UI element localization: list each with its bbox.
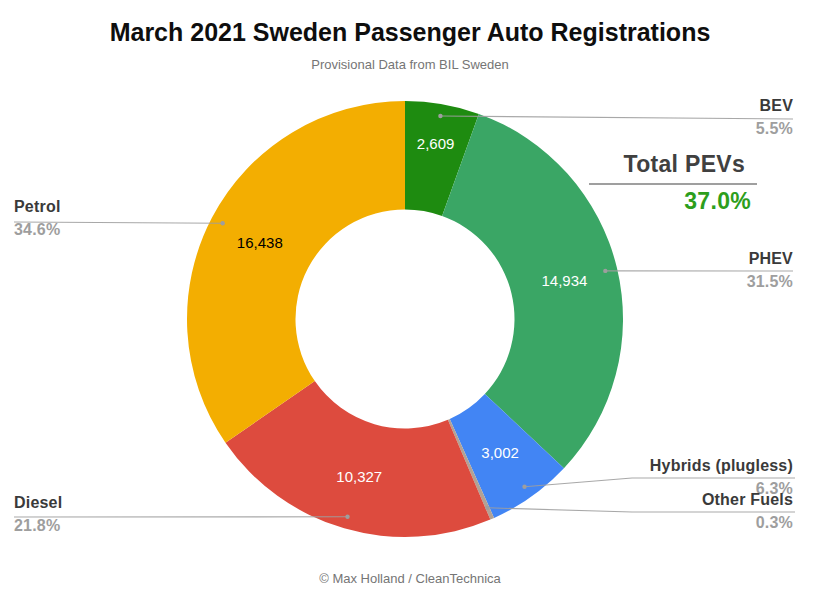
leader-dot xyxy=(603,269,607,273)
leader-dot xyxy=(220,221,224,225)
category-label-diesel: Diesel 21.8% xyxy=(14,494,62,535)
category-pct: 34.6% xyxy=(14,221,61,239)
category-name: BEV xyxy=(756,97,793,115)
slice-value-label: 10,327 xyxy=(336,468,382,485)
category-name: Diesel xyxy=(14,494,62,512)
credit-line: © Max Holland / CleanTechnica xyxy=(0,571,820,586)
slice-value-label: 14,934 xyxy=(542,272,588,289)
total-pevs-callout: Total PEVs 37.0% xyxy=(589,151,757,215)
category-name: Hybrids (plugless) xyxy=(650,457,793,475)
category-label-petrol: Petrol 34.6% xyxy=(14,198,61,239)
category-pct: 21.8% xyxy=(14,517,62,535)
slice-value-label: 2,609 xyxy=(417,135,455,152)
donut-slices xyxy=(187,101,623,537)
category-name: Other Fuels xyxy=(702,491,793,509)
total-pevs-value: 37.0% xyxy=(589,188,757,215)
category-pct: 31.5% xyxy=(747,273,793,291)
category-pct: 5.5% xyxy=(756,120,793,138)
leader-dot xyxy=(522,485,526,489)
slice-value-label: 16,438 xyxy=(237,234,283,251)
leader-dot xyxy=(485,506,489,510)
category-label-bev: BEV 5.5% xyxy=(756,97,793,138)
slice-value-label: 3,002 xyxy=(481,444,519,461)
category-pct: 0.3% xyxy=(702,514,793,532)
donut-chart: 2,609 14,934 3,002 10,327 16,438 xyxy=(0,0,820,601)
total-pevs-label: Total PEVs xyxy=(589,151,757,185)
leader-dot xyxy=(438,114,442,118)
category-name: Petrol xyxy=(14,198,61,216)
category-label-other-fuels: Other Fuels 0.3% xyxy=(702,491,793,532)
category-label-phev: PHEV 31.5% xyxy=(747,250,793,291)
slice-petrol[interactable] xyxy=(187,101,405,443)
leader-line xyxy=(440,116,793,119)
leader-dot xyxy=(345,515,349,519)
category-name: PHEV xyxy=(747,250,793,268)
page: March 2021 Sweden Passenger Auto Registr… xyxy=(0,0,820,601)
